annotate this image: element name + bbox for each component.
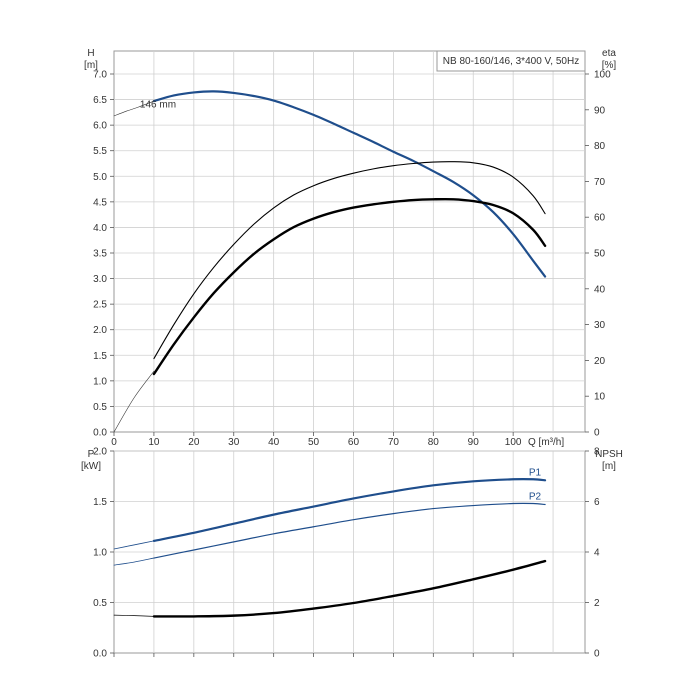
panel1-xlabel: Q [m³/h] bbox=[528, 437, 564, 448]
panel2-series-p1 bbox=[152, 477, 547, 542]
panel2-ytick-label: 0.5 bbox=[93, 598, 107, 609]
panel1-y2tick-label: 20 bbox=[594, 356, 606, 367]
panel2-y2tick-label: 4 bbox=[594, 548, 600, 559]
panel1-xtick-label: 80 bbox=[428, 437, 440, 448]
panel1-xtick-label: 100 bbox=[505, 437, 522, 448]
panel1-series-head-ext bbox=[113, 100, 155, 117]
panel1-series-eta-thick bbox=[152, 197, 547, 376]
panel1-ytick-label: 1.0 bbox=[93, 376, 107, 387]
panel2-series-p2 bbox=[153, 502, 546, 559]
panel1-xtick-label: 30 bbox=[228, 437, 240, 448]
panel1-annotation: 146 mm bbox=[140, 100, 176, 111]
panel1-series-head bbox=[152, 90, 547, 278]
panel1-y2tick-label: 10 bbox=[594, 392, 606, 403]
panel1-ytick-label: 1.5 bbox=[93, 351, 107, 362]
panel1-y2tick-label: 30 bbox=[594, 320, 606, 331]
panel1-y2tick-label: 0 bbox=[594, 428, 600, 439]
panel1-y2tick-label: 70 bbox=[594, 177, 606, 188]
panel1-series-eta-thin bbox=[153, 161, 546, 360]
panel2-ylabel: P bbox=[88, 449, 95, 460]
panel2-series-npsh bbox=[152, 559, 547, 618]
panel1-ytick-label: 2.5 bbox=[93, 300, 107, 311]
panel1-ytick-label: 5.0 bbox=[93, 172, 107, 183]
panel1-ytick-label: 7.0 bbox=[93, 70, 107, 81]
panel1-xtick-label: 60 bbox=[348, 437, 360, 448]
panel1-ytick-label: 3.5 bbox=[93, 249, 107, 260]
panel2-y2tick-label: 6 bbox=[594, 497, 600, 508]
panel2-y2label-unit: [m] bbox=[602, 461, 616, 472]
panel2-series-npsh-ext bbox=[113, 614, 155, 617]
panel1-ylabel-unit: [m] bbox=[84, 60, 98, 71]
panel1-xtick-label: 40 bbox=[268, 437, 280, 448]
panel2-y2label: NPSH bbox=[595, 449, 623, 460]
panel1-ylabel: H bbox=[87, 48, 94, 59]
panel2-ytick-label: 1.0 bbox=[93, 548, 107, 559]
panel1-y2tick-label: 100 bbox=[594, 70, 611, 81]
panel1-ytick-label: 6.5 bbox=[93, 95, 107, 106]
panel2-ytick-label: 0.0 bbox=[93, 649, 107, 660]
panel1-y2label-unit: [%] bbox=[602, 60, 617, 71]
panel1-y2tick-label: 60 bbox=[594, 213, 606, 224]
panel1-y2tick-label: 40 bbox=[594, 284, 606, 295]
panel1-xtick-label: 10 bbox=[148, 437, 160, 448]
panel1-y2tick-label: 90 bbox=[594, 105, 606, 116]
panel1-ytick-label: 3.0 bbox=[93, 274, 107, 285]
panel1-y2tick-label: 50 bbox=[594, 249, 606, 260]
panel1-xtick-label: 70 bbox=[388, 437, 400, 448]
panel1-xtick-label: 20 bbox=[188, 437, 200, 448]
panel2-series-p2-ext bbox=[113, 557, 155, 566]
panel1-title-box bbox=[436, 50, 586, 72]
panel2-y2tick-label: 8 bbox=[594, 447, 600, 458]
panel2-series-p1-ext bbox=[113, 540, 155, 550]
panel2-y2tick-label: 0 bbox=[594, 649, 600, 660]
panel1-ytick-label: 5.5 bbox=[93, 146, 107, 157]
panel1-y2label: eta bbox=[602, 48, 616, 59]
panel1-y2tick-label: 80 bbox=[594, 141, 606, 152]
panel1-title: NB 80-160/146, 3*400 V, 50Hz bbox=[443, 56, 579, 67]
panel2-y2tick-label: 2 bbox=[594, 598, 600, 609]
panel2-legend-p1: P1 bbox=[529, 467, 542, 478]
panel1-ytick-label: 4.5 bbox=[93, 197, 107, 208]
panel2-ylabel-unit: [kW] bbox=[81, 461, 101, 472]
panel1-ytick-label: 6.0 bbox=[93, 121, 107, 132]
panel1-ytick-label: 4.0 bbox=[93, 223, 107, 234]
panel1-frame bbox=[113, 50, 586, 433]
panel2-ytick-label: 2.0 bbox=[93, 447, 107, 458]
panel1-xtick-label: 0 bbox=[111, 437, 117, 448]
panel1-series-eta-ext bbox=[113, 370, 155, 433]
panel1-xtick-label: 90 bbox=[468, 437, 480, 448]
panel2-legend-p2: P2 bbox=[529, 492, 542, 503]
panel1-ytick-label: 0.0 bbox=[93, 428, 107, 439]
panel1-xtick-label: 50 bbox=[308, 437, 320, 448]
panel2-ytick-label: 1.5 bbox=[93, 497, 107, 508]
panel1-ytick-label: 2.0 bbox=[93, 325, 107, 336]
panel1-ytick-label: 0.5 bbox=[93, 402, 107, 413]
